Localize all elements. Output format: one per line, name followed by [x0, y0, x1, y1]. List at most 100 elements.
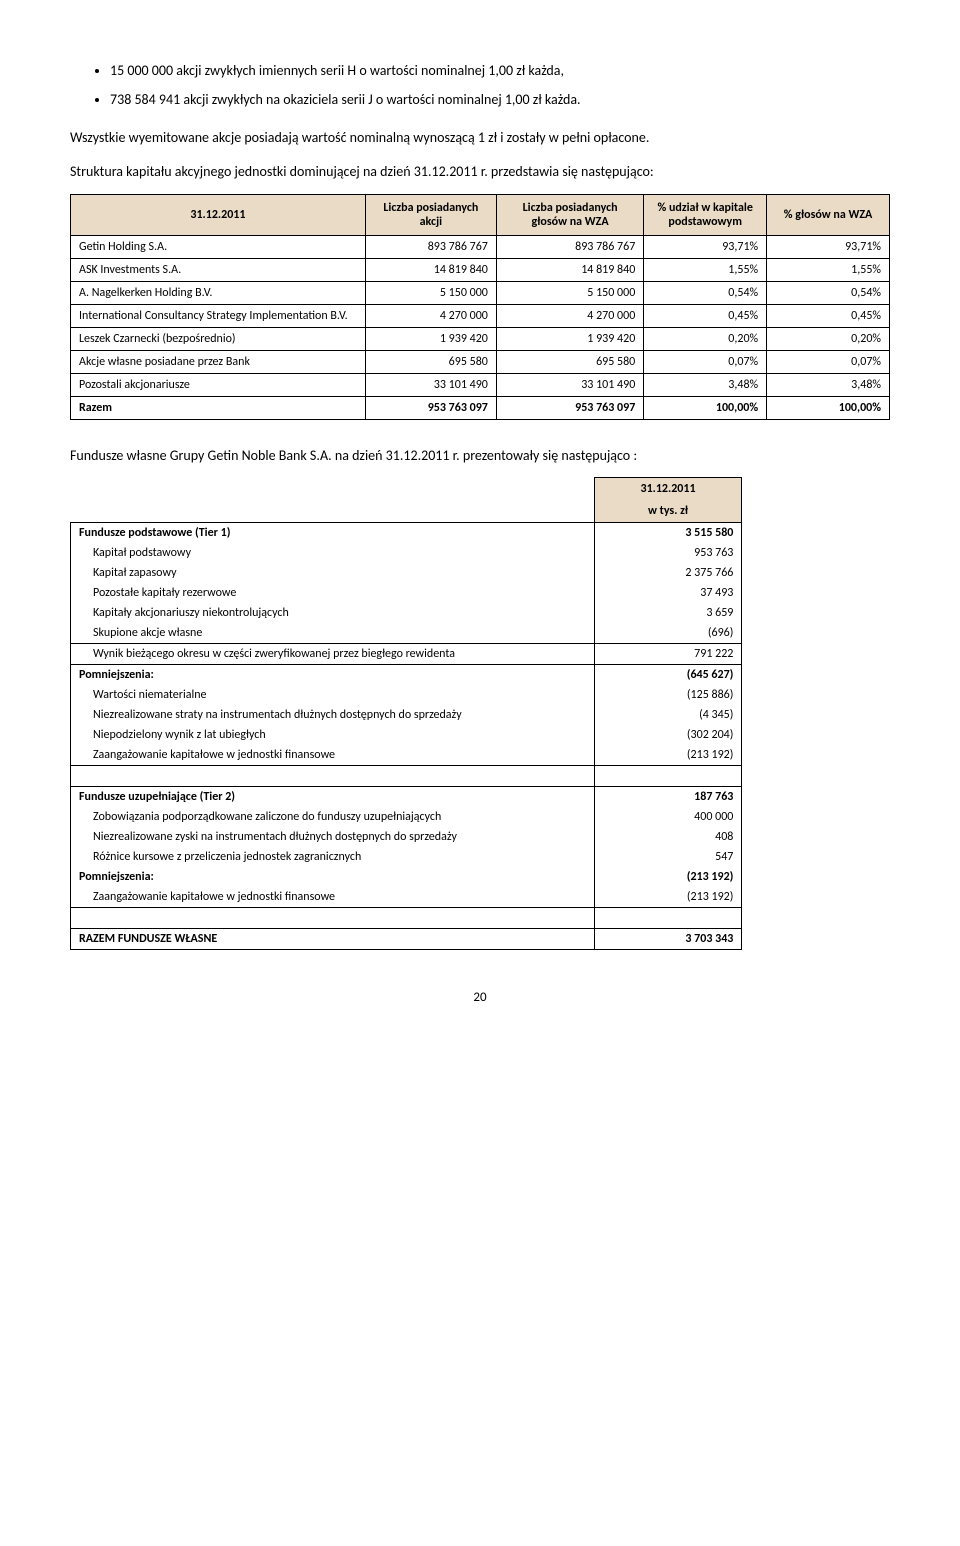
- table-cell: 0,07%: [644, 350, 767, 373]
- table-row: Kapitał podstawowy953 763: [71, 543, 742, 563]
- table-row: Leszek Czarnecki (bezpośrednio)1 939 420…: [71, 327, 890, 350]
- table-cell: A. Nagelkerken Holding B.V.: [71, 281, 366, 304]
- spacer-row: [71, 766, 742, 787]
- table-row: Akcje własne posiadane przez Bank695 580…: [71, 350, 890, 373]
- table-cell: 1 939 420: [365, 327, 496, 350]
- table-row: Różnice kursowe z przeliczenia jednostek…: [71, 847, 742, 867]
- table-row: Pozostali akcjonariusze33 101 49033 101 …: [71, 373, 890, 396]
- table-cell: RAZEM FUNDUSZE WŁASNE: [71, 929, 595, 950]
- table-cell: 1,55%: [644, 258, 767, 281]
- table-cell: Kapitał zapasowy: [71, 563, 595, 583]
- table-row: Zaangażowanie kapitałowe w jednostki fin…: [71, 745, 742, 766]
- table-cell: Pozostałe kapitały rezerwowe: [71, 583, 595, 603]
- bullet-list: 15 000 000 akcji zwykłych imiennych seri…: [70, 60, 890, 110]
- page-number: 20: [70, 990, 890, 1005]
- table-cell: (213 192): [594, 887, 742, 908]
- table-row: Wynik bieżącego okresu w części zweryfik…: [71, 644, 742, 665]
- table-cell: Kapitał podstawowy: [71, 543, 595, 563]
- table-cell: 187 763: [594, 787, 742, 808]
- table-total-row: Razem953 763 097953 763 097100,00%100,00…: [71, 396, 890, 419]
- table-cell: Akcje własne posiadane przez Bank: [71, 350, 366, 373]
- table-row: Pozostałe kapitały rezerwowe37 493: [71, 583, 742, 603]
- table-cell: 953 763: [594, 543, 742, 563]
- table-cell: 5 150 000: [496, 281, 643, 304]
- table-cell: 0,20%: [767, 327, 890, 350]
- table-cell: 37 493: [594, 583, 742, 603]
- table-cell: Pomniejszenia:: [71, 867, 595, 887]
- table-cell: (645 627): [594, 665, 742, 686]
- table-cell: 4 270 000: [496, 304, 643, 327]
- shares-header-cell: 31.12.2011: [71, 194, 366, 235]
- table-cell: 953 763 097: [496, 396, 643, 419]
- table-row: Zobowiązania podporządkowane zaliczone d…: [71, 807, 742, 827]
- table-cell: 695 580: [365, 350, 496, 373]
- table-cell: (4 345): [594, 705, 742, 725]
- paragraph-1: Wszystkie wyemitowane akcje posiadają wa…: [70, 126, 890, 150]
- table-cell: Zaangażowanie kapitałowe w jednostki fin…: [71, 887, 595, 908]
- table-cell: Kapitały akcjonariuszy niekontrolujących: [71, 603, 595, 623]
- table-row: Niepodzielony wynik z lat ubiegłych(302 …: [71, 725, 742, 745]
- shares-header-cell: Liczba posiadanych akcji: [365, 194, 496, 235]
- table-cell: (302 204): [594, 725, 742, 745]
- shares-header-cell: Liczba posiadanych głosów na WZA: [496, 194, 643, 235]
- table-cell: International Consultancy Strategy Imple…: [71, 304, 366, 327]
- table-cell: (125 886): [594, 685, 742, 705]
- table-row: Zaangażowanie kapitałowe w jednostki fin…: [71, 887, 742, 908]
- table-row: Niezrealizowane zyski na instrumentach d…: [71, 827, 742, 847]
- bullet-item: 15 000 000 akcji zwykłych imiennych seri…: [110, 60, 890, 81]
- table-cell: 0,54%: [767, 281, 890, 304]
- table-cell: 408: [594, 827, 742, 847]
- table-cell: (213 192): [594, 745, 742, 766]
- table-cell: 695 580: [496, 350, 643, 373]
- table-row: Getin Holding S.A.893 786 767893 786 767…: [71, 235, 890, 258]
- table-cell: 33 101 490: [496, 373, 643, 396]
- funds-table: 31.12.2011 w tys. zł Fundusze podstawowe…: [70, 477, 742, 950]
- table-row: Kapitał zapasowy2 375 766: [71, 563, 742, 583]
- bullet-item: 738 584 941 akcji zwykłych na okaziciela…: [110, 89, 890, 110]
- shares-header-cell: % udział w kapitale podstawowym: [644, 194, 767, 235]
- table-cell: Niepodzielony wynik z lat ubiegłych: [71, 725, 595, 745]
- table-cell: 100,00%: [767, 396, 890, 419]
- table-cell: Fundusze podstawowe (Tier 1): [71, 523, 595, 544]
- table-cell: 1,55%: [767, 258, 890, 281]
- table-cell: ASK Investments S.A.: [71, 258, 366, 281]
- table-row: ASK Investments S.A.14 819 84014 819 840…: [71, 258, 890, 281]
- table-cell: 400 000: [594, 807, 742, 827]
- table-cell: 3 703 343: [594, 929, 742, 950]
- table-cell: Zobowiązania podporządkowane zaliczone d…: [71, 807, 595, 827]
- funds-header-unit: w tys. zł: [594, 500, 742, 523]
- table-cell: (696): [594, 623, 742, 644]
- table-cell: 0,45%: [644, 304, 767, 327]
- table-cell: 3 515 580: [594, 523, 742, 544]
- table-cell: 93,71%: [767, 235, 890, 258]
- table-row: Pomniejszenia:(213 192): [71, 867, 742, 887]
- shares-header-cell: % głosów na WZA: [767, 194, 890, 235]
- table-cell: Leszek Czarnecki (bezpośrednio): [71, 327, 366, 350]
- table-cell: 547: [594, 847, 742, 867]
- table-cell: Niezrealizowane zyski na instrumentach d…: [71, 827, 595, 847]
- table-cell: 14 819 840: [496, 258, 643, 281]
- table-row: International Consultancy Strategy Imple…: [71, 304, 890, 327]
- table-cell: 893 786 767: [496, 235, 643, 258]
- table-cell: 3,48%: [644, 373, 767, 396]
- table-cell: Razem: [71, 396, 366, 419]
- table-cell: Fundusze uzupełniające (Tier 2): [71, 787, 595, 808]
- table-cell: Pomniejszenia:: [71, 665, 595, 686]
- table-row: Fundusze podstawowe (Tier 1)3 515 580: [71, 523, 742, 544]
- table-cell: Zaangażowanie kapitałowe w jednostki fin…: [71, 745, 595, 766]
- table-cell: 1 939 420: [496, 327, 643, 350]
- table-cell: Wartości niematerialne: [71, 685, 595, 705]
- table-cell: 33 101 490: [365, 373, 496, 396]
- table-cell: 953 763 097: [365, 396, 496, 419]
- table-cell: Skupione akcje własne: [71, 623, 595, 644]
- table-row: RAZEM FUNDUSZE WŁASNE3 703 343: [71, 929, 742, 950]
- table-row: Pomniejszenia:(645 627): [71, 665, 742, 686]
- paragraph-2: Struktura kapitału akcyjnego jednostki d…: [70, 160, 890, 184]
- table-row: Niezrealizowane straty na instrumentach …: [71, 705, 742, 725]
- table-row: A. Nagelkerken Holding B.V.5 150 0005 15…: [71, 281, 890, 304]
- paragraph-3: Fundusze własne Grupy Getin Noble Bank S…: [70, 444, 890, 468]
- table-row: Wartości niematerialne(125 886): [71, 685, 742, 705]
- spacer-row: [71, 908, 742, 929]
- table-cell: 0,54%: [644, 281, 767, 304]
- shares-table: 31.12.2011Liczba posiadanych akcjiLiczba…: [70, 194, 890, 420]
